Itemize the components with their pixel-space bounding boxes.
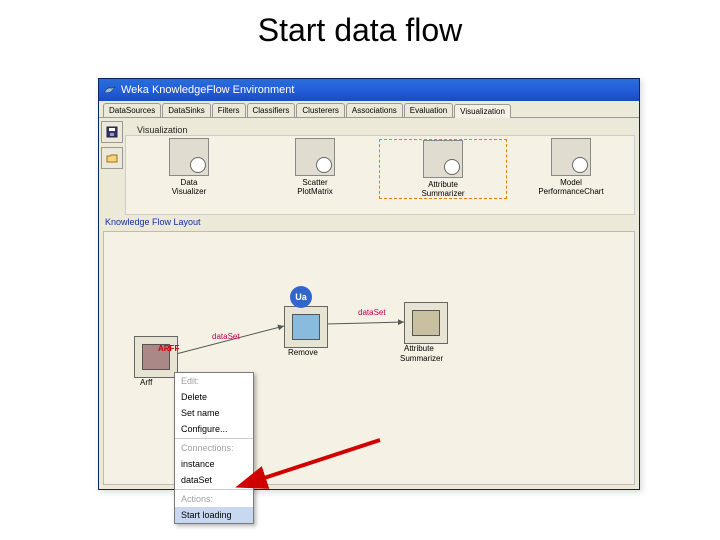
viz-data-visualizer[interactable]: Data Visualizer (126, 138, 252, 196)
menu-header-edit: Edit: (175, 373, 253, 389)
summarizer-icon (412, 310, 440, 336)
save-button[interactable] (101, 121, 123, 143)
menu-start-loading[interactable]: Start loading (175, 507, 253, 523)
visualization-group-label: Visualization (137, 125, 187, 135)
app-window: Weka KnowledgeFlow Environment DataSourc… (98, 78, 640, 490)
node-arff-loader[interactable] (134, 336, 178, 378)
viz-scatter-plotmatrix[interactable]: Scatter PlotMatrix (252, 138, 378, 196)
menu-header-connections: Connections: (175, 440, 253, 456)
node-label: Summarizer (400, 354, 443, 363)
tab-classifiers[interactable]: Classifiers (247, 103, 296, 117)
menu-instance[interactable]: instance (175, 456, 253, 472)
viz-label: Data (181, 178, 198, 187)
folder-icon (106, 152, 118, 164)
tab-bar: DataSources DataSinks Filters Classifier… (99, 101, 639, 118)
node-label: Arff (140, 378, 152, 387)
filter-icon (292, 314, 320, 340)
chart-icon (551, 138, 591, 176)
viz-label: PlotMatrix (297, 187, 333, 196)
tab-evaluation[interactable]: Evaluation (404, 103, 453, 117)
visualization-panel: Data Visualizer Scatter PlotMatrix Attri… (125, 135, 635, 215)
chart-icon (295, 138, 335, 176)
layout-group-label: Knowledge Flow Layout (105, 217, 201, 227)
arff-badge: ARFF (158, 344, 179, 353)
menu-header-actions: Actions: (175, 491, 253, 507)
viz-label: Visualizer (172, 187, 207, 196)
viz-label: Scatter (302, 178, 327, 187)
edge-label: dataSet (358, 308, 386, 317)
viz-label: Attribute (428, 180, 458, 189)
chart-icon (423, 140, 463, 178)
ua-badge: Ua (290, 286, 312, 308)
menu-delete[interactable]: Delete (175, 389, 253, 405)
menu-configure[interactable]: Configure... (175, 421, 253, 437)
tab-clusterers[interactable]: Clusterers (296, 103, 344, 117)
node-attribute-summarizer[interactable] (404, 302, 448, 344)
edge-label: dataSet (212, 332, 240, 341)
node-label: Remove (288, 348, 318, 357)
tab-datasinks[interactable]: DataSinks (162, 103, 210, 117)
tab-visualization[interactable]: Visualization (454, 104, 511, 118)
viz-label: PerformanceChart (538, 187, 603, 196)
open-button[interactable] (101, 147, 123, 169)
titlebar[interactable]: Weka KnowledgeFlow Environment (99, 79, 639, 101)
flow-canvas[interactable]: ARFF Arff Remove Attribute Summarizer da… (103, 231, 635, 485)
node-remove-filter[interactable] (284, 306, 328, 348)
window-title: Weka KnowledgeFlow Environment (121, 84, 294, 96)
chart-icon (169, 138, 209, 176)
tab-datasources[interactable]: DataSources (103, 103, 161, 117)
menu-set-name[interactable]: Set name (175, 405, 253, 421)
viz-label: Model (560, 178, 582, 187)
context-menu: Edit: Delete Set name Configure... Conne… (174, 372, 254, 524)
tab-filters[interactable]: Filters (212, 103, 246, 117)
app-icon (103, 83, 117, 97)
viz-model-performance[interactable]: Model PerformanceChart (508, 138, 634, 196)
page-title: Start data flow (0, 12, 720, 49)
node-label: Attribute (404, 344, 434, 353)
floppy-icon (106, 126, 118, 138)
tab-associations[interactable]: Associations (346, 103, 403, 117)
side-toolbar (101, 121, 123, 169)
viz-attribute-summarizer[interactable]: Attribute Summarizer (379, 139, 507, 199)
viz-label: Summarizer (421, 189, 464, 198)
menu-dataset[interactable]: dataSet (175, 472, 253, 488)
